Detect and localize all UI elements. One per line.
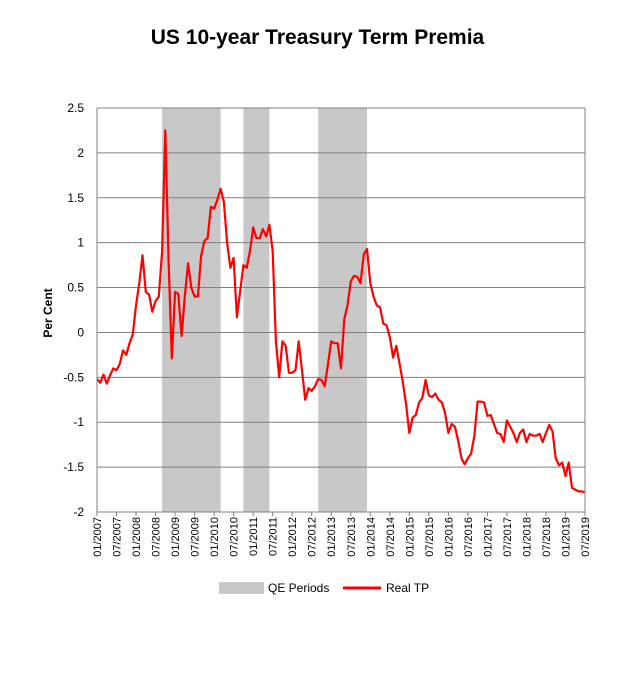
- y-tick-labels: 2.5 2 1.5 1 0.5 0 -0.5 -1 -1.5 -2: [63, 101, 84, 519]
- x-tick-label: 01/2019: [560, 517, 572, 557]
- x-tick-label: 07/2010: [229, 517, 241, 557]
- legend: QE Periods Real TP: [219, 581, 429, 595]
- qe-shading-layer: [162, 108, 368, 512]
- x-tick-label: 01/2008: [131, 517, 143, 557]
- qe-period-band-1: [162, 108, 221, 512]
- x-tick-label: 07/2007: [112, 517, 124, 557]
- x-tick-label: 07/2012: [307, 517, 319, 557]
- y-tick-label: 2.5: [67, 101, 84, 115]
- x-tick-label: 07/2011: [268, 517, 280, 556]
- x-tick-label: 07/2019: [580, 517, 592, 557]
- y-tick-label: 0.5: [67, 281, 84, 295]
- x-tick-label: 07/2016: [463, 517, 475, 557]
- x-tick-label: 01/2013: [326, 517, 338, 557]
- x-tick-label: 07/2013: [346, 517, 358, 557]
- series-line-real-tp: [96, 129, 586, 494]
- y-tick-label: 2: [77, 146, 84, 160]
- y-tick-label: -1.5: [63, 460, 84, 474]
- x-tick-label: 07/2015: [424, 517, 436, 557]
- legend-label-qe-periods: QE Periods: [268, 581, 329, 595]
- series-layer: [96, 129, 586, 494]
- chart-title: US 10-year Treasury Term Premia: [150, 26, 485, 49]
- legend-swatch-qe-periods: [219, 582, 264, 594]
- x-tick-label: 01/2018: [521, 517, 533, 557]
- legend-label-real-tp: Real TP: [386, 581, 429, 595]
- x-tick-label: 01/2009: [170, 517, 182, 557]
- x-tick-label: 01/2011: [248, 517, 260, 556]
- axis-layer: [96, 108, 586, 516]
- y-tick-label: 1.5: [67, 191, 84, 205]
- y-tick-label: -2: [73, 505, 84, 519]
- y-tick-label: 1: [77, 236, 84, 250]
- x-tick-label: 07/2018: [541, 517, 553, 557]
- x-tick-labels: 01/2007 07/2007 01/2008 07/2008 01/2009 07/20…: [92, 517, 592, 557]
- x-tick-label: 07/2008: [151, 517, 163, 557]
- y-tick-label: -0.5: [63, 370, 84, 384]
- x-tick-label: 01/2012: [287, 517, 299, 557]
- x-tick-label: 01/2017: [482, 517, 494, 557]
- y-tick-label: 0: [77, 325, 84, 339]
- x-tick-label: 01/2015: [404, 517, 416, 557]
- x-tick-label: 07/2017: [502, 517, 514, 557]
- x-tick-label: 01/2016: [443, 517, 455, 557]
- grid-layer: [97, 107, 585, 513]
- x-tick-label: 01/2014: [365, 517, 377, 557]
- qe-period-band-3: [318, 108, 368, 512]
- x-tick-label: 01/2007: [92, 517, 104, 557]
- y-axis-label: Per Cent: [41, 288, 55, 337]
- x-tick-label: 07/2009: [190, 517, 202, 557]
- qe-period-band-2: [243, 108, 270, 512]
- x-tick-label: 01/2010: [209, 517, 221, 557]
- y-tick-label: -1: [73, 415, 84, 429]
- x-tick-label: 07/2014: [385, 517, 397, 557]
